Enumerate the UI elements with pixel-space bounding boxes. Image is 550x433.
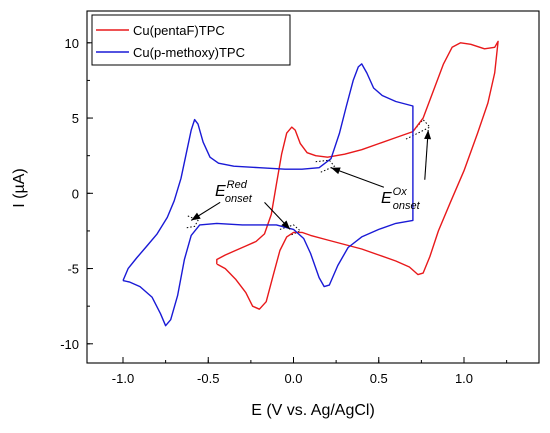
annotation-arrowhead: [424, 130, 432, 140]
legend-label-series-2: Cu(p-methoxy)TPC: [133, 45, 245, 60]
x-tick-label: -1.0: [112, 371, 134, 386]
x-tick-label: 1.0: [455, 371, 473, 386]
x-tick-label: 0.0: [284, 371, 302, 386]
y-axis-title: I (µA): [11, 168, 28, 207]
legend-box: [91, 14, 291, 66]
onset-tangent-line: [315, 159, 336, 173]
series-line-1: [216, 40, 499, 310]
legend-label-series-1: Cu(pentaF)TPC: [133, 23, 225, 38]
annotation-e-red-onset: ERed onset: [215, 179, 253, 205]
series-lines: [122, 40, 499, 327]
annotation-arrow-line: [330, 167, 385, 188]
onset-guides: [186, 118, 431, 236]
y-tick-label: 10: [65, 36, 79, 51]
y-tick-label: 5: [72, 111, 79, 126]
onset-tangent-line: [405, 118, 431, 140]
y-tick-label: 0: [72, 186, 79, 201]
x-axis-title: E (V vs. Ag/AgCl): [251, 402, 375, 419]
annotation-arrowhead: [191, 212, 201, 221]
series-line-2: [122, 63, 414, 327]
annotation-arrowhead: [281, 220, 291, 230]
onset-tangent-line: [186, 215, 199, 229]
x-tick-label: -0.5: [197, 371, 219, 386]
y-tick-label: -10: [60, 337, 79, 352]
plot-frame: [86, 10, 540, 364]
annotation-arrowhead: [331, 167, 341, 175]
annotation-e-ox-onset: EOx onset: [381, 186, 421, 212]
y-axis-ticks: -10 -5 0 5 10: [60, 36, 93, 352]
x-tick-label: 0.5: [370, 371, 388, 386]
legend: Cu(pentaF)TPC Cu(p-methoxy)TPC: [91, 14, 291, 66]
y-tick-label: -5: [67, 262, 79, 277]
annotation-arrows: [190, 130, 432, 230]
x-axis-ticks: -1.0 -0.5 0.0 0.5 1.0: [112, 357, 508, 386]
